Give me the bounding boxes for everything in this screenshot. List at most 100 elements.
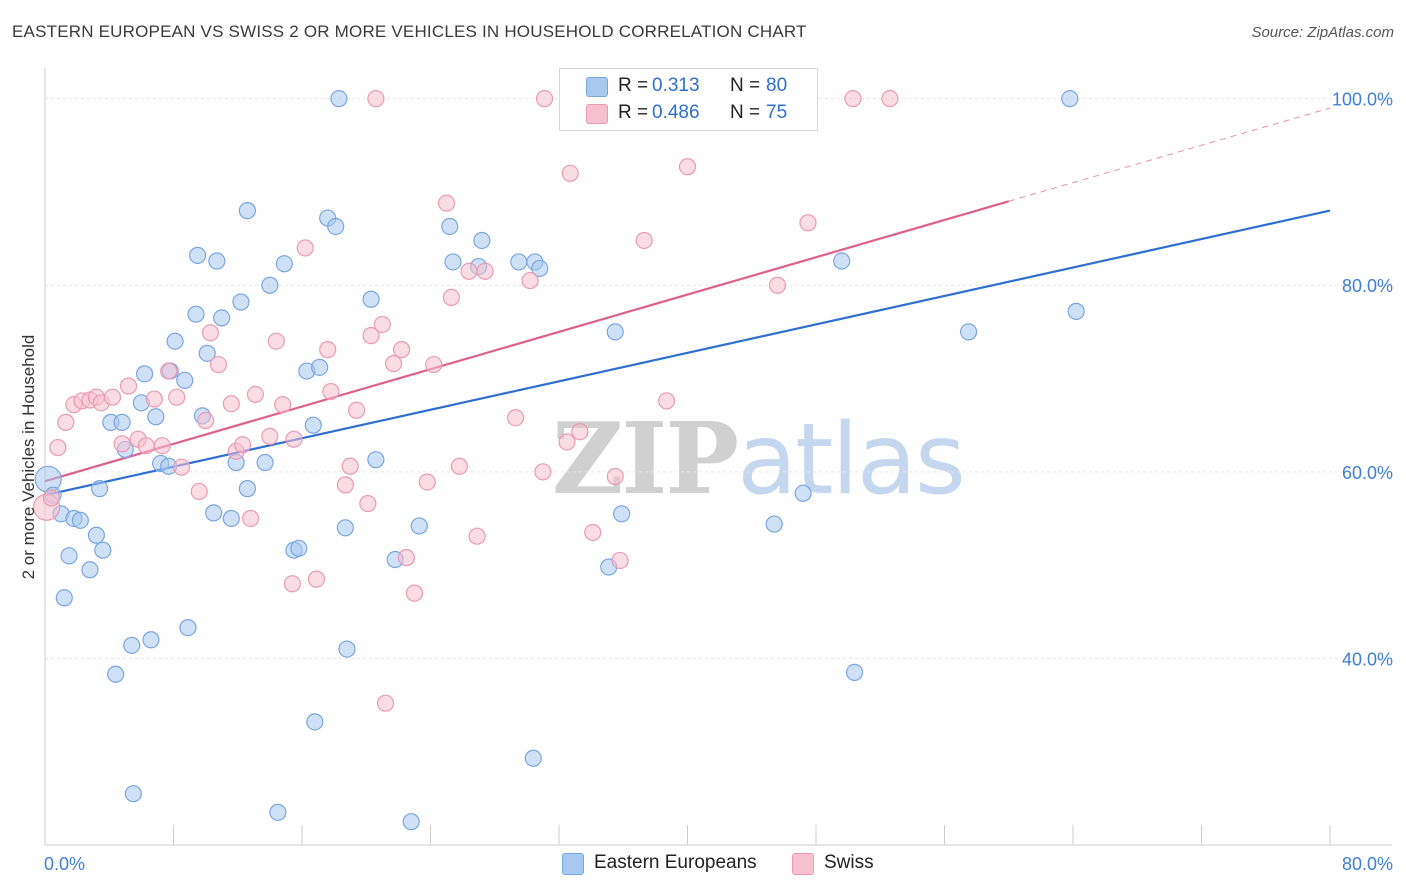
- eastern-europeans-point: [833, 252, 851, 270]
- swiss-point: [119, 377, 138, 395]
- swiss-point: [296, 239, 314, 257]
- swiss-point: [460, 262, 478, 280]
- r-value: 0.486: [652, 102, 700, 123]
- swiss-point: [405, 584, 424, 602]
- swiss-point: [468, 527, 486, 545]
- eastern-europeans-point: [87, 526, 106, 544]
- eastern-europeans-point: [367, 451, 385, 469]
- eastern-europeans-point: [81, 561, 99, 579]
- swiss-point: [274, 396, 292, 414]
- legend-label: Swiss: [824, 852, 874, 873]
- eastern-europeans-point: [179, 619, 197, 637]
- eastern-europeans-point: [71, 511, 89, 529]
- eastern-europeans-point: [55, 589, 73, 607]
- eastern-europeans-point: [60, 547, 78, 565]
- swiss-point: [348, 401, 366, 419]
- eastern-europeans-point: [107, 665, 125, 683]
- swiss-point: [678, 158, 697, 176]
- eastern-europeans-point: [845, 663, 864, 682]
- legend-label: Eastern Europeans: [594, 852, 757, 873]
- swiss-point: [507, 409, 525, 427]
- swiss-point: [437, 194, 456, 212]
- swiss-point: [606, 467, 624, 486]
- swiss-point: [635, 231, 653, 250]
- swiss-point: [145, 390, 163, 408]
- eastern-europeans-point: [362, 290, 380, 308]
- eastern-europeans-point: [213, 309, 231, 327]
- swiss-point: [584, 523, 602, 542]
- swiss-point: [521, 271, 539, 290]
- eastern-europeans-point: [1061, 90, 1079, 108]
- swiss-point: [201, 324, 220, 342]
- swiss-point: [42, 489, 61, 507]
- eastern-europeans-point: [410, 517, 428, 535]
- eastern-europeans-point: [275, 255, 293, 273]
- swiss-point: [242, 509, 260, 528]
- swiss-point: [222, 395, 240, 413]
- swiss-point: [844, 90, 862, 108]
- swiss-point: [168, 388, 186, 406]
- swiss-point: [799, 214, 817, 232]
- swiss-point: [233, 436, 252, 454]
- swiss-trend-line: [44, 200, 1010, 483]
- x-tick-label: 0.0%: [44, 854, 85, 874]
- swiss-point: [367, 90, 385, 108]
- swiss-point: [534, 463, 552, 481]
- eastern-europeans-point: [794, 484, 812, 502]
- swiss-point: [362, 327, 380, 345]
- swiss-point: [425, 355, 443, 374]
- swiss-point: [476, 262, 494, 280]
- swiss-point: [341, 457, 359, 475]
- swiss-point: [57, 413, 75, 431]
- x-tick-label: 80.0%: [1342, 854, 1393, 874]
- swiss-point: [153, 437, 171, 455]
- swiss-point: [103, 388, 122, 406]
- swiss-point: [160, 362, 178, 380]
- swiss-point: [658, 392, 676, 410]
- blue-swatch: [586, 77, 608, 97]
- eastern-europeans-point: [205, 504, 223, 522]
- swiss-point: [285, 430, 303, 448]
- eastern-europeans-point: [198, 344, 216, 362]
- swiss-point: [261, 427, 279, 445]
- r-label: R =: [618, 102, 649, 123]
- y-tick-label: 60.0%: [1342, 463, 1393, 483]
- eastern-europeans-point: [135, 365, 154, 383]
- eastern-europeans-point: [94, 541, 112, 559]
- correlation-legend: R = 0.313 N = 80 R = 0.486 N = 75: [559, 68, 818, 131]
- axis-labels: 40.0% 60.0% 80.0% 100.0% 0.0% 80.0% 2 or more …: [19, 90, 1393, 874]
- swiss-point: [571, 423, 589, 441]
- source-credit: Source: ZipAtlas.com: [1251, 24, 1394, 41]
- y-tick-label: 80.0%: [1342, 276, 1393, 296]
- watermark-atlas: atlas: [737, 403, 966, 517]
- n-label: N =: [730, 75, 761, 96]
- swiss-point: [561, 164, 579, 182]
- eastern-europeans-point: [166, 332, 184, 350]
- eastern-europeans-point: [510, 253, 528, 271]
- swiss-point: [442, 288, 460, 306]
- swiss-point: [535, 90, 554, 108]
- swiss-point: [322, 382, 340, 401]
- eastern-europeans-point: [142, 631, 160, 649]
- pink-swatch: [792, 853, 814, 875]
- eastern-europeans-point: [269, 803, 287, 821]
- swiss-point: [267, 332, 285, 350]
- swiss-point: [137, 437, 155, 455]
- eastern-europeans-point: [261, 276, 279, 294]
- gridlines: [45, 98, 1392, 659]
- eastern-europeans-point: [473, 231, 491, 250]
- eastern-europeans-point: [1067, 302, 1085, 320]
- eastern-europeans-point: [256, 453, 274, 472]
- eastern-europeans-point: [765, 515, 783, 533]
- swiss-point: [881, 90, 899, 108]
- swiss-point: [283, 575, 301, 593]
- swiss-point: [359, 494, 377, 513]
- eastern-europeans-point: [524, 749, 542, 767]
- swiss-point: [392, 341, 411, 359]
- eastern-europeans-trend-line: [44, 209, 1331, 497]
- eastern-europeans-point: [613, 505, 631, 523]
- y-tick-label: 100.0%: [1332, 90, 1393, 110]
- swiss-point: [190, 482, 208, 501]
- swiss-point: [611, 551, 629, 570]
